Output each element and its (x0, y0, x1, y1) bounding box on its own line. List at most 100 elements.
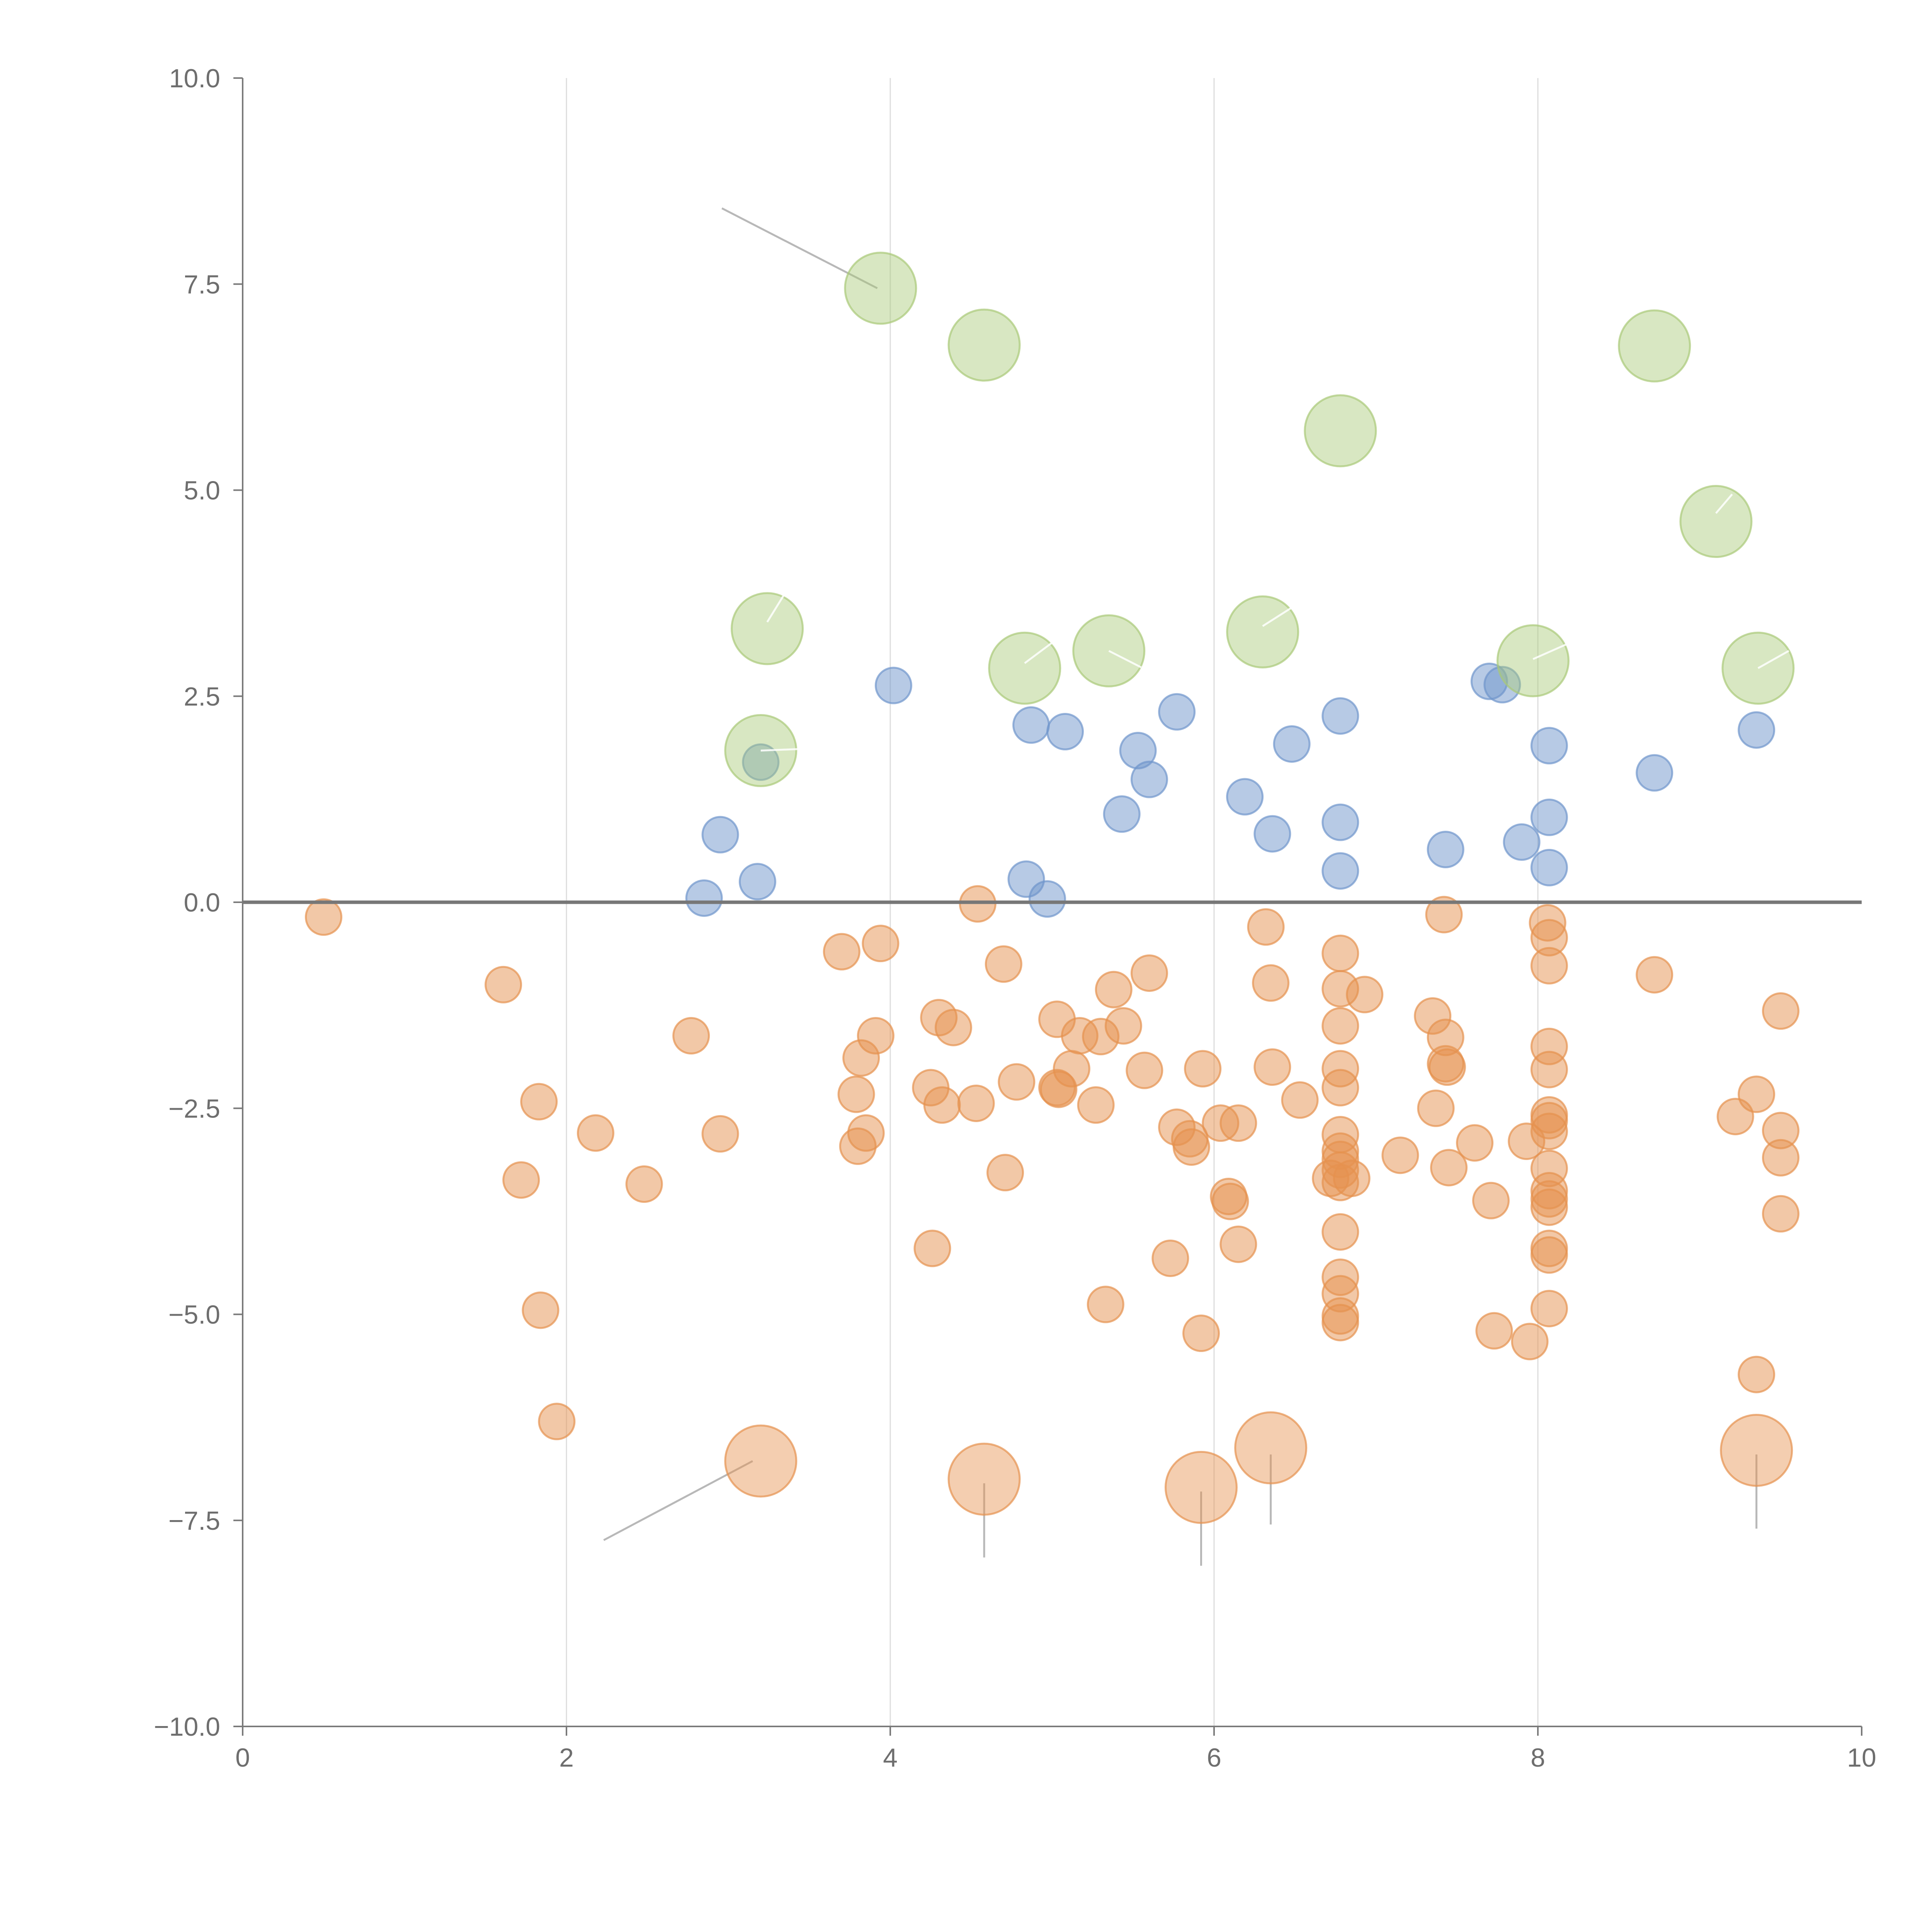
annotation-leader-0 (721, 207, 878, 289)
point-blue-0 (685, 879, 723, 917)
y-tick-label-2: 5.0 (184, 476, 220, 505)
point-orange-small-89 (1530, 1051, 1568, 1088)
point-orange-small-8 (672, 1017, 710, 1055)
point-orange-small-34 (1087, 1286, 1124, 1323)
y-tick-label-7: −7.5 (168, 1506, 220, 1536)
point-blue-3 (742, 743, 780, 781)
point-orange-small-79 (1430, 1149, 1468, 1187)
point-orange-small-51 (1252, 964, 1290, 1002)
point-orange-small-99 (1530, 1290, 1568, 1328)
point-blue-8 (1046, 713, 1084, 750)
point-orange-small-2 (502, 1161, 540, 1199)
point-orange-small-25 (986, 1154, 1024, 1192)
point-blue-2 (738, 863, 776, 901)
point-orange-small-47 (1211, 1182, 1249, 1220)
y-tick-label-4: 0.0 (184, 888, 220, 917)
point-orange-large-4 (1720, 1413, 1793, 1487)
point-blue-12 (1158, 693, 1196, 731)
point-orange-small-32 (1077, 1086, 1115, 1124)
annotation-leader-6 (766, 592, 786, 623)
points-layer (305, 252, 1799, 1524)
point-blue-11 (1130, 760, 1168, 798)
point-orange-small-38 (1130, 954, 1168, 992)
annotation-leader-11 (1715, 493, 1733, 514)
point-green-large-10 (1679, 485, 1753, 558)
annotation-leader-9 (1262, 605, 1296, 627)
point-orange-small-22 (957, 1084, 995, 1122)
point-orange-small-82 (1475, 1312, 1513, 1350)
x-tick-label-1: 2 (559, 1743, 574, 1772)
point-orange-small-37 (1126, 1051, 1163, 1089)
point-orange-small-92 (1530, 1112, 1568, 1150)
annotation-leaders-top (760, 493, 1789, 752)
point-green-large-4 (988, 631, 1061, 705)
point-orange-small-53 (1281, 1081, 1319, 1119)
point-orange-small-50 (1247, 908, 1285, 946)
point-blue-1 (701, 816, 739, 854)
point-orange-large-0 (724, 1424, 798, 1498)
point-orange-small-58 (1321, 1069, 1359, 1107)
point-orange-large-2 (1164, 1451, 1238, 1524)
annotation-leader-10 (1532, 641, 1571, 660)
point-orange-small-15 (857, 1017, 895, 1055)
annotation-leader-13 (760, 748, 801, 752)
point-orange-small-74 (1417, 1089, 1455, 1127)
point-orange-small-3 (520, 1083, 558, 1121)
point-orange-small-75 (1425, 896, 1463, 934)
y-tick-label-8: −10.0 (154, 1712, 220, 1742)
point-blue-16 (1321, 697, 1359, 735)
point-orange-small-100 (1636, 956, 1673, 994)
point-green-large-8 (1496, 624, 1570, 697)
x-tick-label-3: 6 (1207, 1743, 1221, 1772)
point-orange-small-80 (1456, 1124, 1494, 1162)
point-orange-small-72 (1381, 1136, 1419, 1174)
point-orange-large-1 (947, 1442, 1021, 1516)
point-orange-small-102 (1738, 1075, 1776, 1113)
point-blue-27 (1738, 711, 1776, 749)
point-blue-13 (1226, 778, 1264, 816)
point-orange-small-98 (1530, 1236, 1568, 1274)
point-orange-small-11 (837, 1075, 875, 1113)
point-orange-small-48 (1219, 1225, 1257, 1263)
y-tick-label-3: 2.5 (184, 682, 220, 711)
y-tick-label-0: 10.0 (169, 64, 220, 93)
point-orange-small-52 (1253, 1048, 1291, 1086)
point-orange-small-9 (701, 1115, 739, 1153)
point-orange-small-107 (1762, 1195, 1799, 1233)
point-green-large-9 (1618, 309, 1691, 383)
series-orange-small (305, 885, 1799, 1440)
point-blue-14 (1253, 815, 1291, 853)
point-orange-small-56 (1321, 1007, 1359, 1045)
point-orange-small-30 (1053, 1050, 1090, 1088)
point-green-large-2 (731, 592, 804, 665)
point-blue-18 (1321, 852, 1359, 890)
point-orange-small-44 (1184, 1050, 1222, 1088)
point-orange-small-54 (1321, 934, 1359, 972)
point-orange-small-16 (862, 925, 900, 963)
series-green-large (724, 252, 1795, 787)
point-orange-small-14 (847, 1114, 885, 1152)
point-orange-small-106 (1762, 1139, 1799, 1177)
point-orange-small-10 (823, 933, 861, 971)
point-orange-small-36 (1104, 1007, 1142, 1045)
point-orange-small-0 (305, 898, 342, 936)
annotation-leader-8 (1108, 650, 1142, 668)
point-green-large-7 (1304, 394, 1377, 468)
point-blue-21 (1483, 666, 1521, 704)
point-orange-small-103 (1738, 1355, 1776, 1393)
point-blue-6 (1012, 706, 1050, 744)
series-orange-large (724, 1411, 1793, 1524)
point-orange-small-20 (923, 1086, 961, 1124)
point-orange-small-4 (522, 1291, 560, 1329)
point-orange-small-64 (1321, 1213, 1359, 1251)
point-orange-small-21 (934, 1009, 972, 1046)
annotation-leaders (603, 207, 1758, 1566)
point-blue-17 (1321, 803, 1359, 841)
point-orange-small-78 (1428, 1048, 1466, 1086)
point-green-large-1 (947, 308, 1021, 382)
y-tick-label-5: −2.5 (168, 1094, 220, 1123)
point-green-large-6 (1226, 595, 1299, 668)
point-blue-4 (874, 667, 912, 704)
ticks-layer: 0 2 4 6 8 10 10.0 7.5 5.0 2.5 0.0 −2.5 −5.0 −7.5 −10.0 (154, 64, 1876, 1772)
y-tick-label-6: −5.0 (168, 1300, 220, 1330)
